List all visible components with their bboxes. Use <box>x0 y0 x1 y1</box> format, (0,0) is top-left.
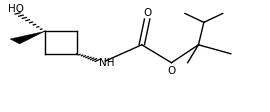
Text: O: O <box>143 8 151 18</box>
Polygon shape <box>10 31 45 44</box>
Text: O: O <box>167 66 176 76</box>
Text: NH: NH <box>99 58 114 68</box>
Text: HO: HO <box>8 4 24 14</box>
